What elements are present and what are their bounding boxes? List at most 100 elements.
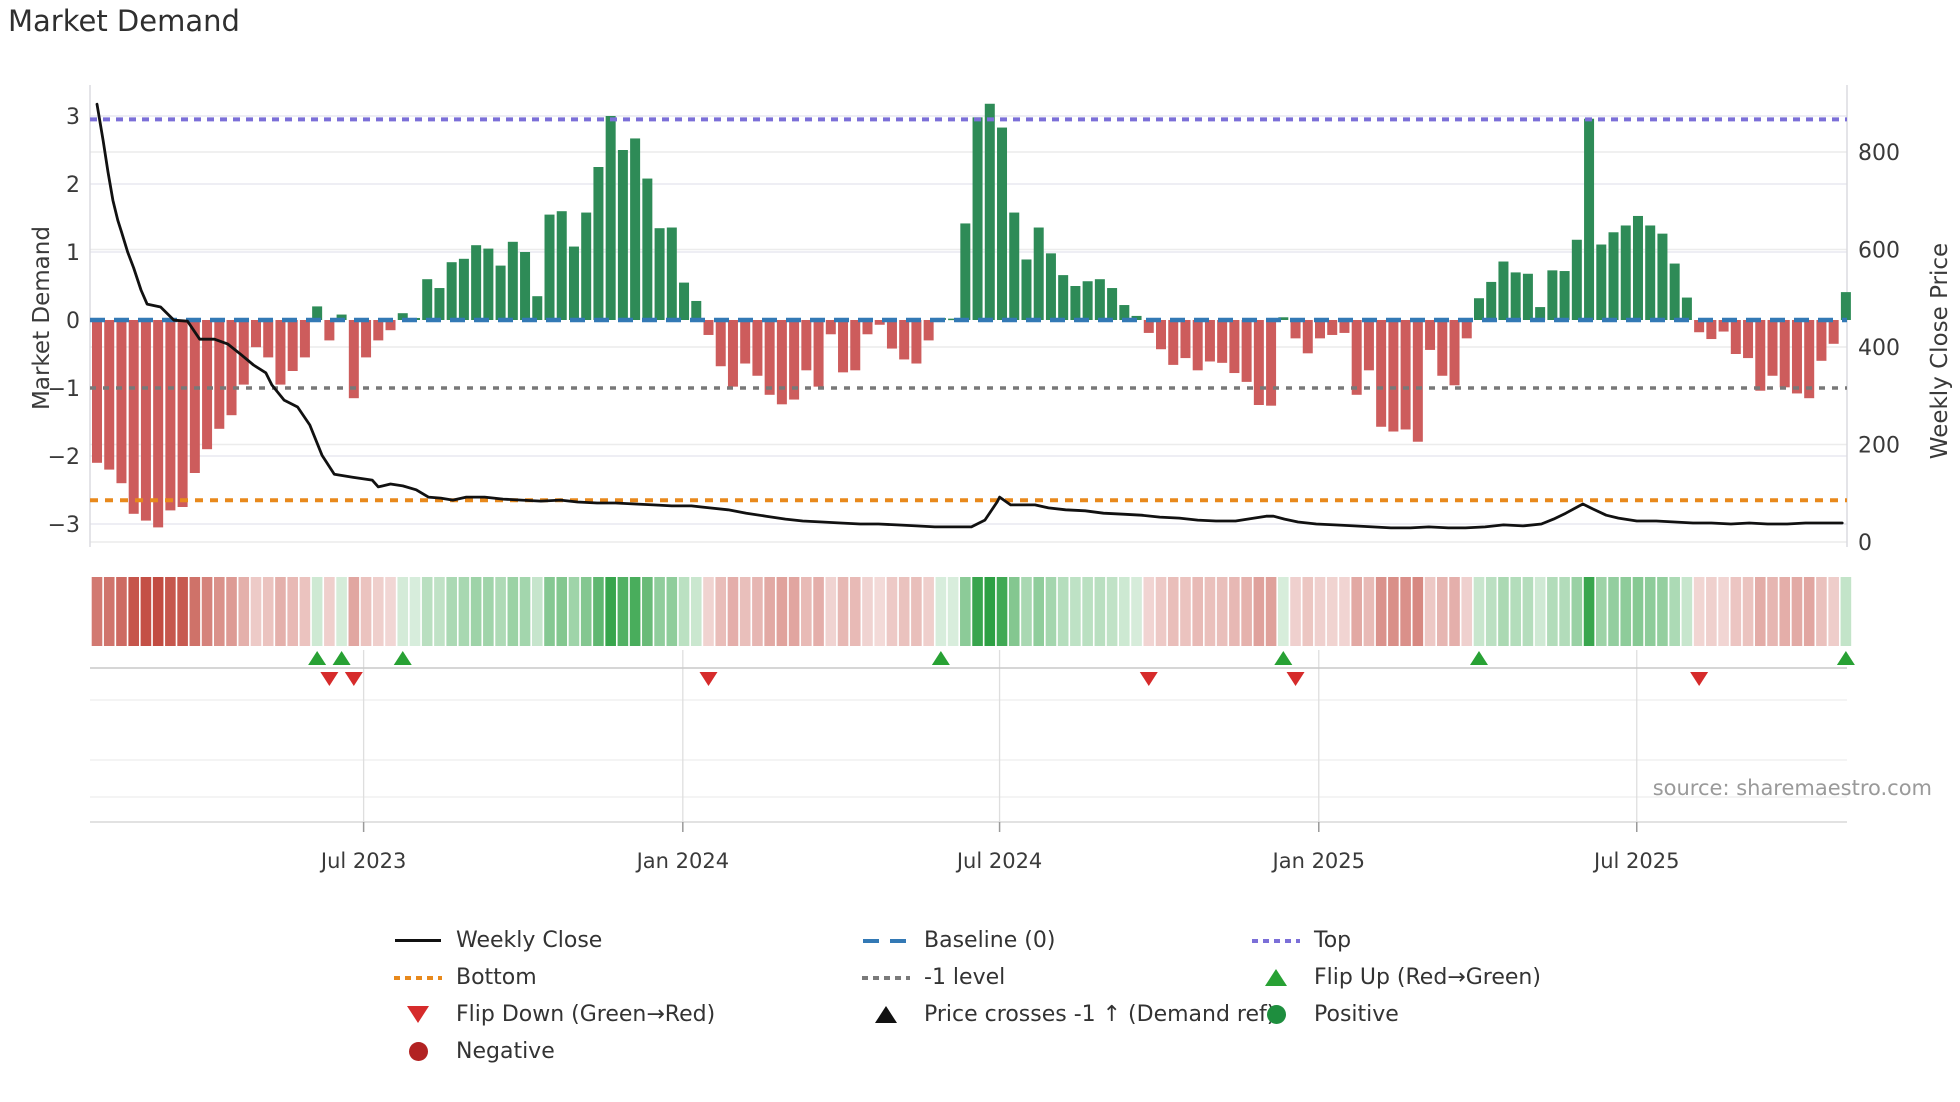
heatmap-cell xyxy=(1681,577,1693,646)
positive-dot-icon xyxy=(1266,1005,1286,1024)
page-title: Market Demand xyxy=(8,4,240,38)
demand-bar xyxy=(997,127,1008,320)
demand-bar xyxy=(1694,320,1705,333)
heatmap-cell xyxy=(1082,577,1093,646)
heatmap-cell xyxy=(1693,577,1705,646)
y-tick-label-left: 1 xyxy=(66,241,80,266)
heatmap-cell xyxy=(593,577,604,646)
heatmap-cell xyxy=(483,577,494,646)
heatmap-cell xyxy=(862,577,873,646)
heatmap-cell xyxy=(703,577,714,646)
heatmap-cell xyxy=(1754,577,1766,646)
legend-item-minus1: -1 level xyxy=(856,959,1275,996)
demand-bar xyxy=(1449,320,1460,386)
demand-bar xyxy=(1388,320,1399,432)
heatmap-cell xyxy=(1657,577,1668,646)
flip-down-marker xyxy=(320,672,339,686)
demand-bar xyxy=(458,258,469,320)
demand-bar xyxy=(1767,320,1778,376)
y-tick-label-left: −2 xyxy=(48,445,80,470)
legend-item-top: Top xyxy=(1246,922,1541,959)
demand-bar xyxy=(1816,320,1827,361)
demand-bar xyxy=(1522,273,1533,320)
demand-bar xyxy=(1339,320,1350,333)
demand-bar xyxy=(483,248,494,320)
y-tick-label-right: 600 xyxy=(1858,239,1900,264)
y-tick-label-left: 2 xyxy=(66,173,80,198)
demand-bar xyxy=(1021,259,1032,320)
legend-label-top: Top xyxy=(1314,928,1352,953)
demand-bar xyxy=(1217,320,1228,363)
heatmap-cell xyxy=(1730,577,1742,646)
weekly-close-line-swatch xyxy=(395,939,441,942)
demand-bar xyxy=(764,320,775,395)
demand-bar xyxy=(1143,320,1154,333)
y-tick-label-right: 800 xyxy=(1858,141,1900,166)
heatmap-cell xyxy=(1547,577,1558,646)
negative-dot-icon xyxy=(408,1042,428,1061)
heatmap-cell xyxy=(813,577,824,646)
demand-bar xyxy=(299,320,310,358)
x-tick-label: Jan 2024 xyxy=(635,849,730,873)
heatmap-cell xyxy=(1204,577,1216,646)
demand-bar xyxy=(348,320,359,399)
demand-bar xyxy=(1253,320,1264,405)
heatmap-cell xyxy=(617,577,629,646)
demand-bar xyxy=(1400,320,1411,430)
demand-bar xyxy=(92,320,102,463)
heatmap-cell xyxy=(1571,577,1583,646)
demand-bar xyxy=(275,320,286,385)
y-tick-label-right: 200 xyxy=(1858,434,1900,459)
heatmap-cell xyxy=(1461,577,1473,646)
heatmap-cell xyxy=(311,577,323,646)
demand-bar xyxy=(471,245,482,320)
demand-bar xyxy=(287,320,298,371)
heatmap-cell xyxy=(1045,577,1057,646)
heatmap-cell xyxy=(470,577,482,646)
heatmap-cell xyxy=(544,577,555,646)
x-tick-label: Jul 2024 xyxy=(955,849,1042,873)
demand-bar xyxy=(776,320,787,405)
demand-bar xyxy=(691,300,702,320)
baseline-line-swatch xyxy=(863,938,909,943)
demand-bar xyxy=(923,320,934,341)
heatmap-cell xyxy=(1791,577,1803,646)
heatmap-cell xyxy=(152,577,164,646)
heatmap-cell xyxy=(947,577,959,646)
price-cross-triangle-icon xyxy=(875,1006,897,1023)
heatmap-cell xyxy=(1583,577,1595,646)
flip-up-marker xyxy=(931,651,950,665)
heatmap-cell xyxy=(385,577,396,646)
heatmap-cell xyxy=(1644,577,1656,646)
demand-bar xyxy=(1730,320,1741,354)
legend-label-baseline: Baseline (0) xyxy=(924,928,1056,953)
heatmap-cell xyxy=(1632,577,1644,646)
heatmap-cell xyxy=(458,577,470,646)
legend-item-flip-up: Flip Up (Red→Green) xyxy=(1246,959,1541,996)
demand-bar xyxy=(703,320,714,335)
heatmap-cell xyxy=(189,577,201,646)
demand-bar xyxy=(1290,320,1301,339)
demand-bar xyxy=(617,150,628,320)
heatmap-cell xyxy=(1449,577,1460,646)
heatmap-cell xyxy=(715,577,727,646)
demand-bar xyxy=(679,282,690,320)
heatmap-cell xyxy=(1106,577,1118,646)
heatmap-cell xyxy=(1253,577,1265,646)
legend-item-price-cross: Price crosses -1 ↑ (Demand ref) xyxy=(856,996,1275,1033)
demand-bar xyxy=(1706,320,1717,340)
demand-bar xyxy=(825,320,836,335)
heatmap-cell xyxy=(1216,577,1228,646)
y-tick-label-left: 3 xyxy=(66,105,80,130)
heatmap-cell xyxy=(336,577,347,646)
demand-bar xyxy=(1351,320,1362,395)
demand-bar xyxy=(568,246,579,320)
heatmap-cell xyxy=(1229,577,1240,646)
heatmap-cell xyxy=(1314,577,1326,646)
heatmap-cell xyxy=(1595,577,1607,646)
demand-bar xyxy=(752,320,763,376)
demand-bar xyxy=(140,320,151,521)
legend-item-bottom: Bottom xyxy=(388,959,715,996)
x-tick-label: Jul 2025 xyxy=(1592,849,1679,873)
demand-bar xyxy=(1107,288,1118,320)
